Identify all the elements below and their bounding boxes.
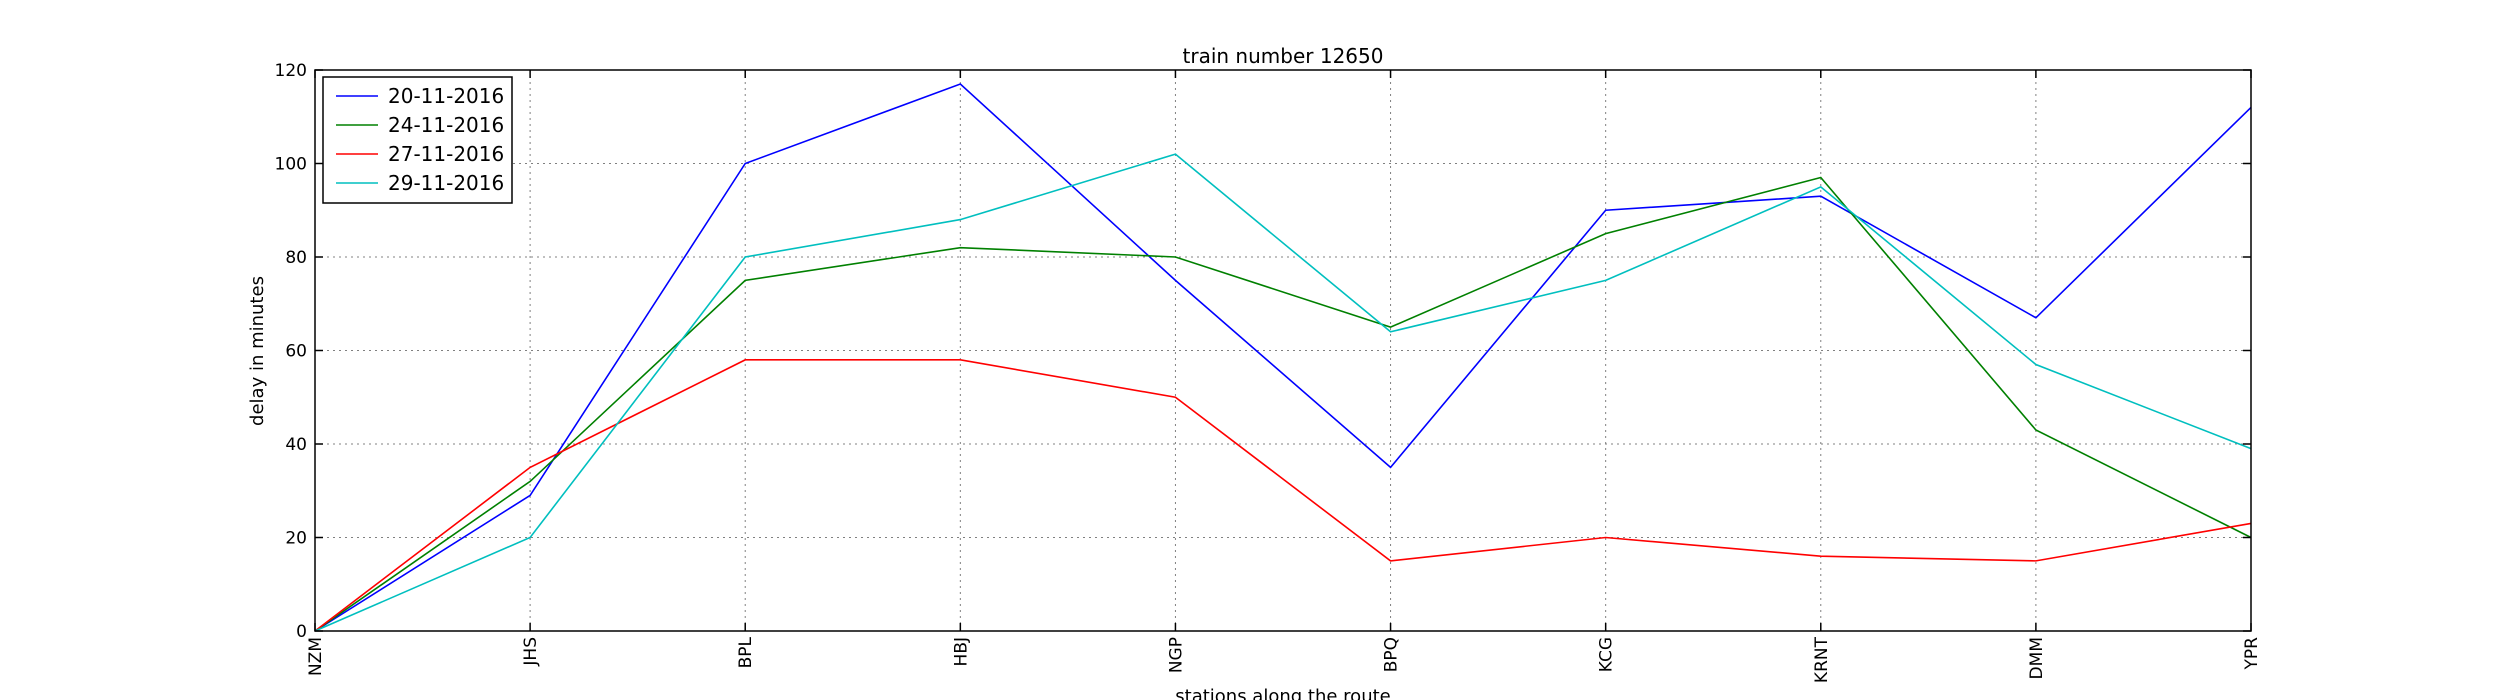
y-tick-label: 80 bbox=[285, 248, 307, 268]
y-tick-label: 60 bbox=[285, 342, 307, 362]
x-tick-label: BPQ bbox=[1382, 637, 1402, 672]
y-tick-label: 20 bbox=[285, 529, 307, 549]
x-tick-label: HBJ bbox=[951, 637, 971, 666]
x-tick-label: NZM bbox=[306, 637, 326, 676]
legend: 20-11-2016 24-11-2016 27-11-2016 29-11-2016 bbox=[322, 76, 513, 204]
legend-label: 29-11-2016 bbox=[388, 171, 504, 195]
y-tick-label: 120 bbox=[275, 61, 307, 81]
series-line-24-11-2016 bbox=[314, 176, 2252, 632]
series-line-27-11-2016 bbox=[314, 359, 2252, 632]
x-tick-label: BPL bbox=[736, 636, 756, 668]
legend-label: 24-11-2016 bbox=[388, 113, 504, 137]
y-tick-label: 40 bbox=[285, 435, 307, 455]
y-tick-label: 0 bbox=[296, 622, 307, 642]
y-axis-ticks: 0 20 40 60 80 100 120 bbox=[275, 61, 2251, 642]
y-axis-label: delay in minutes bbox=[247, 276, 268, 426]
x-tick-label: JHS bbox=[521, 637, 541, 667]
x-tick-label: KRNT bbox=[1812, 636, 1832, 683]
grid bbox=[315, 70, 2251, 631]
x-axis-ticks: NZM JHS BPL HBJ NGP BPQ KCG KRNT DMM YPR bbox=[306, 70, 2262, 683]
x-tick-label: KCG bbox=[1597, 637, 1617, 672]
x-tick-label: DMM bbox=[2027, 637, 2047, 679]
y-tick-label: 100 bbox=[275, 155, 307, 175]
x-axis-label: stations along the route bbox=[1175, 686, 1390, 700]
x-tick-label: NGP bbox=[1166, 637, 1186, 673]
legend-box bbox=[322, 76, 513, 204]
series-line-20-11-2016 bbox=[314, 83, 2252, 632]
x-tick-label: YPR bbox=[2242, 637, 2262, 671]
chart-title: train number 12650 bbox=[1183, 44, 1384, 68]
legend-label: 20-11-2016 bbox=[388, 84, 504, 108]
series-lines bbox=[314, 83, 2252, 632]
legend-label: 27-11-2016 bbox=[388, 142, 504, 166]
series-line-29-11-2016 bbox=[314, 153, 2252, 632]
